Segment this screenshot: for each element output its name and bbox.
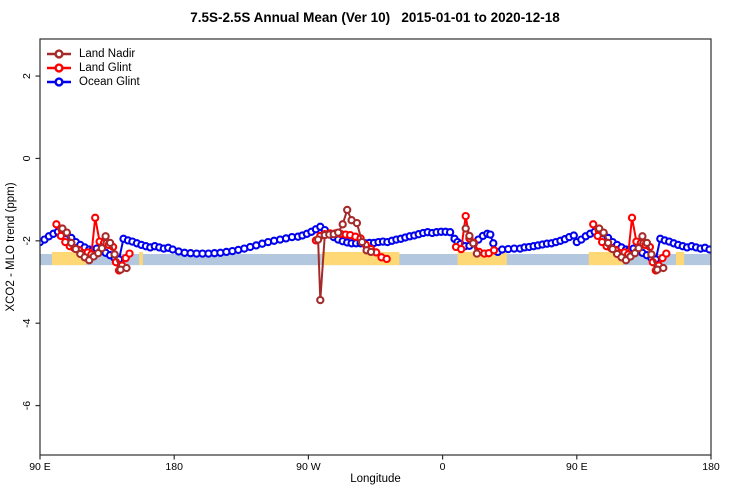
data-point — [366, 247, 376, 257]
yellow-land-band — [139, 251, 143, 266]
data-point — [705, 245, 711, 254]
data-point — [647, 250, 656, 259]
data-point — [465, 231, 474, 241]
y-tick-label: -4 — [21, 318, 33, 327]
data-point — [445, 228, 455, 237]
y-tick-label: -6 — [21, 401, 33, 410]
data-point — [352, 218, 362, 228]
x-tick-label: 0 — [440, 461, 446, 473]
x-tick-label: 180 — [702, 461, 720, 473]
legend-label: Ocean Glint — [79, 76, 140, 88]
legend-label: Land Glint — [79, 62, 132, 74]
yellow-land-band — [675, 251, 685, 266]
legend-label: Land Nadir — [79, 48, 136, 60]
data-point — [486, 230, 495, 239]
data-point — [659, 263, 668, 273]
legend: Land Nadir Land Glint Ocean Glint — [46, 47, 140, 89]
data-point — [382, 254, 391, 264]
data-point — [634, 244, 643, 253]
plot-area — [40, 205, 711, 305]
y-tick-label: 0 — [21, 155, 33, 161]
y-axis: 2 0 -2 -4 -6 — [21, 73, 40, 410]
data-point — [461, 224, 470, 233]
yellow-land-band — [457, 251, 507, 266]
data-point — [457, 244, 466, 254]
data-point — [97, 244, 107, 253]
land-nadir-line-marker-icon — [47, 49, 71, 59]
data-point — [461, 211, 470, 221]
data-point — [589, 220, 598, 229]
x-axis: 90 E 180 90 W 0 90 E 180 — [29, 455, 720, 473]
y-axis-label: XCO2 - MLO trend (ppm) — [5, 182, 17, 311]
x-tick-label: 180 — [165, 461, 183, 473]
data-point — [638, 232, 647, 241]
data-point — [110, 250, 119, 259]
series-land-nadir — [58, 205, 668, 305]
x-tick-label: 90 E — [566, 461, 588, 473]
ocean-glint-line-marker-icon — [47, 77, 71, 87]
y-tick-label: 2 — [21, 73, 33, 79]
data-point — [357, 237, 367, 247]
data-point — [642, 238, 652, 248]
data-point — [662, 249, 671, 258]
x-axis-label: Longitude — [350, 473, 401, 485]
data-point — [489, 246, 499, 255]
data-point — [105, 238, 115, 248]
data-point — [603, 238, 613, 248]
data-point — [316, 295, 325, 305]
legend-item-land-glint: Land Glint — [46, 61, 140, 75]
data-point — [62, 228, 71, 237]
data-point — [125, 249, 134, 258]
data-point — [122, 263, 131, 273]
data-point — [56, 231, 66, 241]
legend-item-land-nadir: Land Nadir — [46, 47, 140, 61]
plot-frame — [39, 38, 712, 456]
data-point — [469, 239, 478, 248]
data-point — [599, 228, 608, 237]
data-point — [101, 232, 110, 241]
data-point — [489, 239, 498, 248]
land-glint-line-marker-icon — [47, 63, 71, 73]
x-tick-label: 90 W — [296, 461, 321, 473]
data-point — [67, 238, 76, 248]
x-tick-label: 90 E — [29, 461, 51, 473]
data-point — [71, 244, 80, 254]
data-point — [593, 231, 602, 241]
data-point — [343, 205, 352, 215]
data-point — [472, 249, 482, 258]
data-point — [338, 220, 347, 229]
chart-title: 7.5S-2.5S Annual Mean (Ver 10) 2015-01-0… — [190, 10, 560, 25]
data-point — [52, 220, 61, 229]
data-point — [91, 213, 100, 222]
y-tick-label: -2 — [21, 236, 33, 245]
data-point — [627, 213, 637, 222]
data-point — [334, 228, 343, 237]
data-point — [569, 231, 578, 240]
data-point — [313, 235, 323, 244]
legend-item-ocean-glint: Ocean Glint — [46, 75, 140, 89]
data-point — [608, 244, 617, 254]
